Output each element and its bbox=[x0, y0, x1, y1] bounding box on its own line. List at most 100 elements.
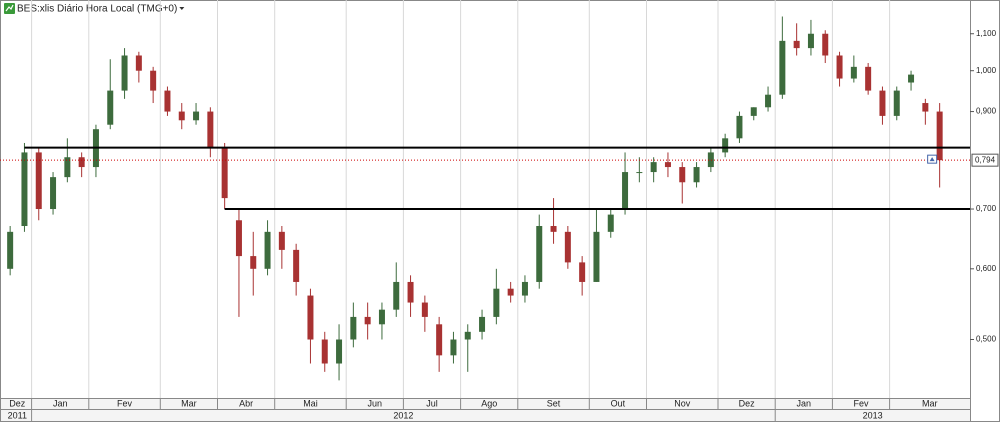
year-label: 2011 bbox=[8, 410, 27, 420]
candle-body bbox=[278, 231, 285, 250]
x-tick-label: Jan bbox=[53, 398, 68, 408]
candle-body bbox=[793, 40, 800, 49]
candle bbox=[850, 55, 857, 83]
y-tick-label: 1,000 bbox=[976, 66, 997, 75]
candle-body bbox=[50, 177, 57, 210]
candle-body bbox=[393, 281, 400, 310]
candle bbox=[879, 86, 886, 125]
candle-body bbox=[436, 324, 443, 356]
candle-body bbox=[493, 288, 500, 317]
x-tick-label: Out bbox=[611, 398, 626, 408]
candle bbox=[807, 19, 814, 56]
plot-area bbox=[0, 0, 971, 399]
candle-body bbox=[121, 55, 128, 91]
candle-body bbox=[536, 226, 543, 282]
candle bbox=[364, 302, 371, 340]
candle bbox=[550, 198, 557, 244]
dropdown-arrow bbox=[179, 7, 185, 10]
candle-body bbox=[807, 33, 814, 49]
candle bbox=[178, 103, 185, 130]
candle-body bbox=[507, 288, 514, 296]
candle bbox=[836, 51, 843, 87]
candle bbox=[78, 152, 85, 178]
candle-body bbox=[150, 70, 157, 91]
candle-body bbox=[836, 55, 843, 79]
candle bbox=[679, 162, 686, 204]
candle-body bbox=[850, 66, 857, 79]
candle bbox=[893, 86, 900, 121]
candle-body bbox=[879, 90, 886, 116]
y-tick-label: 1,100 bbox=[976, 29, 997, 38]
candle bbox=[107, 59, 114, 130]
candle bbox=[7, 226, 14, 276]
price-marker-arrow bbox=[929, 157, 935, 162]
candle-body bbox=[579, 262, 586, 282]
x-tick-label: Jul bbox=[426, 398, 438, 408]
candle bbox=[793, 23, 800, 56]
candle-body bbox=[750, 107, 757, 116]
candle bbox=[50, 172, 57, 215]
candle bbox=[765, 86, 772, 112]
candle bbox=[450, 331, 457, 364]
candle bbox=[278, 226, 285, 269]
candle-body bbox=[922, 103, 929, 112]
candle bbox=[193, 103, 200, 125]
x-tick-label: Mai bbox=[303, 398, 318, 408]
candle-body bbox=[865, 66, 872, 91]
x-tick-label: Fev bbox=[853, 398, 869, 408]
candle-body bbox=[407, 281, 414, 303]
candle bbox=[707, 147, 714, 173]
candle-body bbox=[636, 172, 643, 174]
candle bbox=[393, 262, 400, 317]
icon bbox=[4, 3, 15, 14]
candle bbox=[722, 133, 729, 158]
chart-title[interactable]: BES:xlis Diário Hora Local (TMG+0) bbox=[17, 4, 177, 15]
candle-body bbox=[893, 90, 900, 116]
candle-body bbox=[421, 302, 428, 317]
candle bbox=[564, 226, 571, 269]
candle-body bbox=[35, 152, 42, 210]
x-tick-label: Abr bbox=[239, 398, 253, 408]
candle-body bbox=[321, 339, 328, 364]
candle bbox=[650, 157, 657, 183]
y-tick-label: 0,900 bbox=[976, 107, 997, 116]
candle-body bbox=[78, 157, 85, 168]
candle-body bbox=[822, 33, 829, 56]
candle bbox=[135, 51, 142, 83]
candle-body bbox=[178, 111, 185, 121]
candle-body bbox=[235, 220, 242, 257]
candle-body bbox=[479, 316, 486, 332]
candle bbox=[436, 316, 443, 372]
candle bbox=[336, 324, 343, 381]
candle bbox=[521, 275, 528, 303]
candle bbox=[250, 231, 257, 296]
candle bbox=[121, 48, 128, 99]
candle bbox=[293, 243, 300, 296]
candle-body bbox=[378, 309, 385, 325]
candle bbox=[479, 309, 486, 340]
candle bbox=[378, 302, 385, 340]
candle-body bbox=[736, 115, 743, 139]
candle-body bbox=[550, 226, 557, 232]
x-tick-label: Jun bbox=[368, 398, 383, 408]
candle-body bbox=[765, 94, 772, 108]
candle-body bbox=[21, 152, 28, 227]
candle bbox=[779, 16, 786, 99]
current-price-label: 0,794 bbox=[975, 155, 996, 164]
candle-body bbox=[164, 90, 171, 112]
candle bbox=[264, 220, 271, 276]
candle-body bbox=[679, 167, 686, 183]
title-icon[interactable] bbox=[4, 3, 15, 14]
candle bbox=[908, 70, 915, 91]
candle-body bbox=[307, 295, 314, 340]
icon-glyph bbox=[5, 4, 14, 12]
y-tick-label: 0,700 bbox=[976, 204, 997, 213]
candle bbox=[493, 268, 500, 325]
candle-body bbox=[521, 281, 528, 296]
candle-body bbox=[607, 214, 614, 232]
y-tick-label: 0,600 bbox=[976, 264, 997, 273]
candle bbox=[536, 214, 543, 289]
candle bbox=[736, 111, 743, 143]
x-tick-label: Jan bbox=[797, 398, 812, 408]
